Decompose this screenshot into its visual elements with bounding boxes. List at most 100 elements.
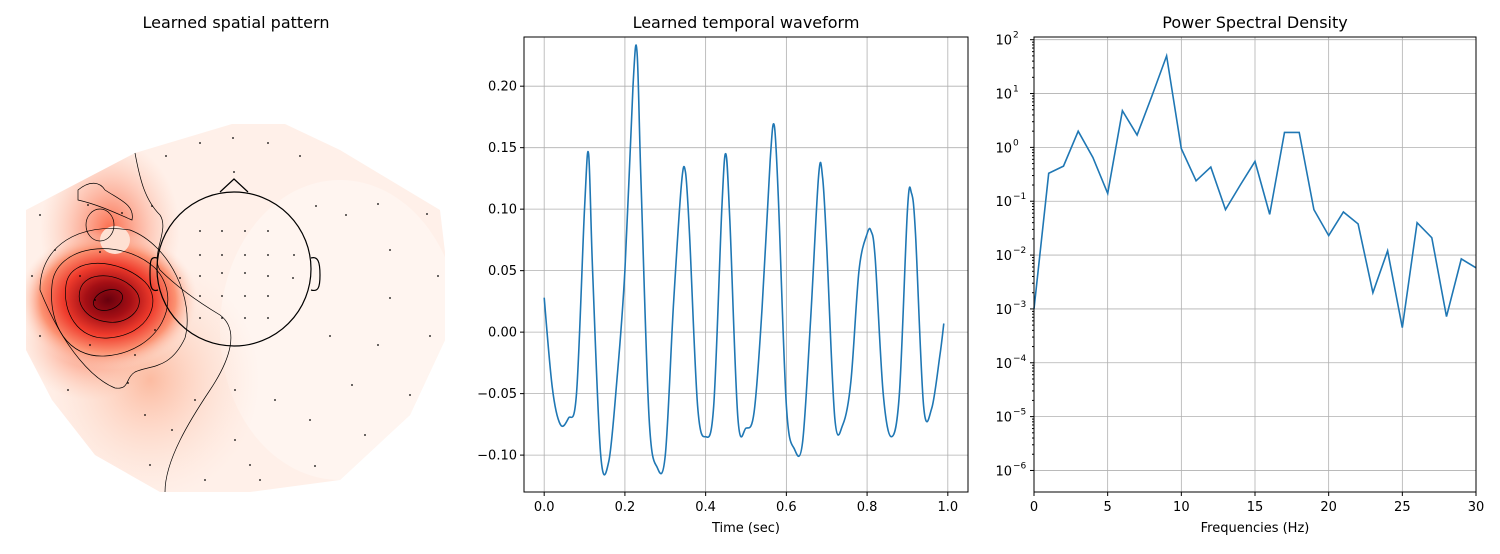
waveform-y-tick-label: 0.20 xyxy=(488,80,517,95)
psd-x-tick-label: 25 xyxy=(1394,500,1411,515)
sensor-dot xyxy=(364,434,366,436)
sensor-dot xyxy=(39,335,41,337)
psd-y-tick-label: 10 xyxy=(995,464,1012,479)
psd-series-line xyxy=(1033,52,1477,328)
sensor-dot xyxy=(39,214,41,216)
sensor-dot xyxy=(67,389,69,391)
sensor-dot xyxy=(267,230,269,232)
sensor-dot xyxy=(221,230,223,232)
sensor-dot xyxy=(309,419,311,421)
sensor-dot xyxy=(274,399,276,401)
waveform-x-tick-label: 0.0 xyxy=(534,500,555,515)
waveform-x-tick-label: 0.4 xyxy=(695,500,716,515)
topomap-local-minimum xyxy=(100,226,130,254)
psd-y-tick-label: 10 xyxy=(995,88,1012,103)
sensor-dot xyxy=(134,354,136,356)
sensor-markers xyxy=(31,137,439,481)
psd-y-tick-label: 10 xyxy=(995,141,1012,156)
waveform-y-tick-label: 0.15 xyxy=(488,141,517,156)
psd-x-tick-label: 0 xyxy=(1030,500,1038,515)
psd-y-tick-label: 10 xyxy=(995,303,1012,318)
spatial-pattern-title: Learned spatial pattern xyxy=(143,13,330,32)
psd-y-tick-exponent: −1 xyxy=(1013,192,1026,202)
head-circle xyxy=(156,191,312,347)
temporal-waveform-title: Learned temporal waveform xyxy=(633,13,860,32)
sensor-dot xyxy=(94,299,96,301)
sensor-dot xyxy=(244,295,246,297)
sensor-dot xyxy=(244,230,246,232)
sensor-dot xyxy=(54,249,56,251)
sensor-dot xyxy=(345,214,347,216)
sensor-dot xyxy=(234,389,236,391)
sensor-dot xyxy=(221,272,223,274)
waveform-y-tick-label: −0.10 xyxy=(477,449,517,464)
waveform-x-axis-label: Time (sec) xyxy=(711,521,780,536)
waveform-ticks: 0.0 0.2 0.4 0.6 0.8 1.0 −0.10 −0.05 0.00 0.05 0.10… xyxy=(477,80,958,515)
right-ear xyxy=(310,257,321,292)
head-outline xyxy=(149,178,321,347)
sensor-dot xyxy=(199,317,201,319)
sensor-dot xyxy=(409,394,411,396)
sensor-dot xyxy=(149,464,151,466)
waveform-x-tick-label: 0.8 xyxy=(857,500,878,515)
psd-x-tick-label: 15 xyxy=(1247,500,1264,515)
sensor-dot xyxy=(377,344,379,346)
sensor-dot xyxy=(232,137,234,139)
sensor-dot xyxy=(329,335,331,337)
sensor-dot xyxy=(199,295,201,297)
psd-y-tick-exponent: −3 xyxy=(1013,300,1026,310)
contour-upper-lobe xyxy=(77,182,133,221)
sensor-dot xyxy=(221,295,223,297)
psd-y-tick-exponent: −4 xyxy=(1013,354,1027,364)
left-ear xyxy=(149,257,159,292)
sensor-dot xyxy=(199,254,201,256)
waveform-x-tick-label: 1.0 xyxy=(937,500,958,515)
contour-level-4 xyxy=(51,248,169,357)
temporal-waveform-panel: Learned temporal waveform 0.0 0.2 0.4 0.6 0.… xyxy=(477,13,969,536)
sensor-dot xyxy=(377,203,379,205)
waveform-x-tick-label: 0.6 xyxy=(776,500,797,515)
psd-x-axis-label: Frequencies (Hz) xyxy=(1201,521,1310,536)
psd-y-tick-exponent: 2 xyxy=(1013,31,1019,41)
sensor-dot xyxy=(199,142,201,144)
sensor-dot xyxy=(151,205,153,207)
sensor-dot xyxy=(249,464,251,466)
sensor-dot xyxy=(79,275,81,277)
waveform-y-tick-label: 0.10 xyxy=(488,203,517,218)
psd-y-tick-exponent: 0 xyxy=(1013,138,1019,148)
psd-y-tick-exponent: 1 xyxy=(1013,85,1019,95)
sensor-dot xyxy=(99,251,101,253)
sensor-dot xyxy=(267,275,269,277)
psd-y-tick-label: 10 xyxy=(995,249,1012,264)
sensor-dot xyxy=(87,204,89,206)
sensor-dot xyxy=(234,439,236,441)
sensor-dot xyxy=(351,384,353,386)
sensor-dot xyxy=(389,297,391,299)
sensor-dot xyxy=(426,213,428,215)
nose xyxy=(219,178,249,193)
waveform-y-tick-label: −0.05 xyxy=(477,387,517,402)
psd-title: Power Spectral Density xyxy=(1162,13,1347,32)
contour-level-5 xyxy=(39,228,188,389)
sensor-dot xyxy=(194,399,196,401)
sensor-dot xyxy=(127,382,129,384)
sensor-dot xyxy=(244,272,246,274)
sensor-dot xyxy=(199,275,201,277)
waveform-axes-frame xyxy=(523,36,969,493)
psd-axes-frame xyxy=(1033,36,1477,493)
sensor-dot xyxy=(314,465,316,467)
sensor-dot xyxy=(121,212,123,214)
sensor-dot xyxy=(154,329,156,331)
topomap-low-region xyxy=(220,180,445,480)
sensor-dot xyxy=(315,205,317,207)
sensor-dot xyxy=(267,142,269,144)
psd-grid xyxy=(1033,37,1477,492)
sensor-dot xyxy=(31,275,33,277)
sensor-dot xyxy=(259,479,261,481)
topomap-contours xyxy=(39,152,232,493)
sensor-dot xyxy=(429,335,431,337)
waveform-y-tick-label: 0.05 xyxy=(488,264,517,279)
sensor-dot xyxy=(221,254,223,256)
